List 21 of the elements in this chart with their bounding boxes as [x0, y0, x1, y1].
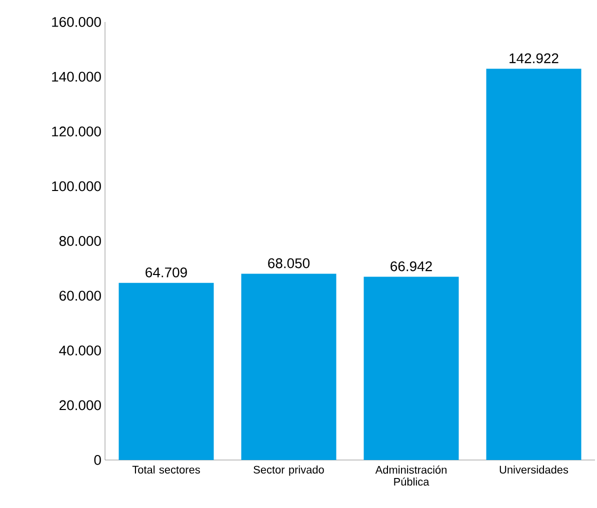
x-tick-label: Total sectores — [132, 466, 200, 474]
x-tick-label: Sector privado — [254, 466, 324, 476]
y-tick-label: 80.000 — [59, 236, 101, 246]
y-tick-label: 120.000 — [52, 126, 101, 136]
bar — [118, 282, 214, 460]
data-label: 66.942 — [390, 261, 432, 272]
y-tick-label: 140.000 — [52, 72, 101, 82]
y-tick-label: 100.000 — [52, 181, 101, 192]
y-tick-label: 60.000 — [60, 290, 101, 301]
data-label: 142.922 — [510, 53, 558, 64]
y-tick-label: 20.000 — [60, 400, 101, 410]
y-tick-label: 160.000 — [52, 17, 101, 27]
data-label: 64.709 — [146, 267, 187, 278]
bar — [241, 274, 336, 460]
bar — [364, 276, 459, 460]
y-tick-label: 0 — [94, 455, 101, 465]
x-tick-label: Administración Pública — [375, 466, 446, 486]
data-label: 68.050 — [268, 258, 310, 268]
y-tick-label: 40.000 — [59, 346, 101, 356]
bar — [486, 68, 582, 460]
x-tick-label: Universidades — [500, 466, 568, 474]
